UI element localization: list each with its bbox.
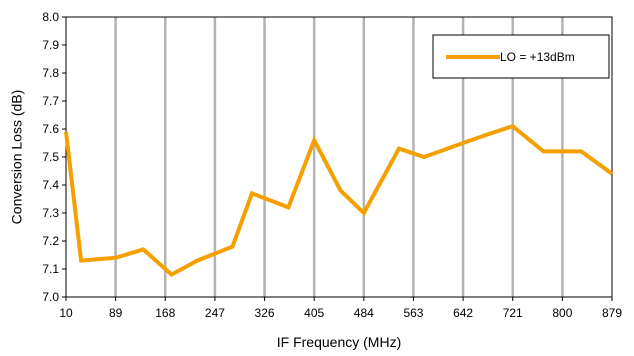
legend: LO = +13dBm [432,34,610,79]
x-tick-label: 168 [155,306,175,320]
y-tick-label: 7.8 [42,66,59,80]
y-tick-label: 7.2 [42,234,59,248]
x-tick-label: 89 [109,306,123,320]
x-tick-label: 879 [602,306,622,320]
x-tick-label: 642 [453,306,473,320]
x-tick-label: 326 [255,306,275,320]
legend-label-lo-13dbm: LO = +13dBm [500,50,575,64]
y-tick-label: 7.1 [42,262,59,276]
x-axis-title: IF Frequency (MHz) [277,334,401,350]
x-tick-label: 800 [552,306,572,320]
y-tick-label: 7.9 [42,38,59,52]
series-layer [64,123,614,278]
x-tick-label: 563 [403,306,423,320]
y-tick-label: 8.0 [42,10,59,24]
series-line-0 [64,123,614,278]
y-tick-label: 7.6 [42,122,59,136]
x-tick-label: 247 [205,306,225,320]
x-tick-label: 10 [59,306,73,320]
y-tick-label: 7.3 [42,206,59,220]
x-tick-label: 405 [304,306,324,320]
y-axis-ticks: 7.0 7.1 7.2 7.3 7.4 7.5 7.6 7.7 7.8 7.9 8.0 [42,10,66,304]
y-axis-title: Conversion Loss (dB) [9,90,25,225]
y-tick-label: 7.7 [42,94,59,108]
x-axis-ticks: 10 89 168 247 326 405 484 563 642 721 800 879 [59,297,622,320]
x-tick-label: 721 [503,306,523,320]
y-tick-label: 7.4 [42,178,59,192]
x-tick-label: 484 [354,306,374,320]
y-tick-label: 7.0 [42,290,59,304]
y-tick-label: 7.5 [42,150,59,164]
